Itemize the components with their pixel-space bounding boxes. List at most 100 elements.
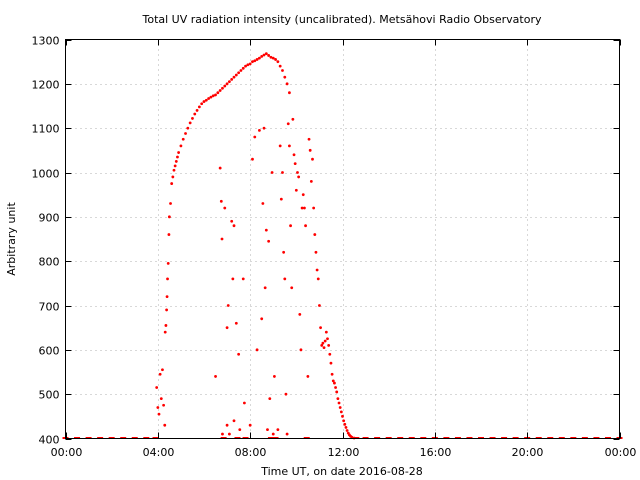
data-point bbox=[255, 348, 259, 352]
y-tick-label: 600 bbox=[39, 345, 60, 358]
data-point bbox=[318, 304, 321, 307]
data-point bbox=[284, 392, 288, 396]
data-point bbox=[258, 56, 261, 60]
y-tick-label: 700 bbox=[39, 301, 60, 314]
data-point bbox=[319, 326, 322, 330]
data-point bbox=[289, 224, 292, 228]
data-point bbox=[253, 135, 257, 139]
y-axis-label: Arbitrary unit bbox=[5, 202, 18, 276]
data-point bbox=[202, 100, 206, 103]
data-point bbox=[290, 286, 294, 290]
data-point bbox=[209, 95, 213, 99]
y-tick-label: 500 bbox=[39, 389, 60, 402]
plot-frame bbox=[65, 39, 620, 439]
data-point bbox=[279, 197, 283, 201]
data-point bbox=[343, 422, 347, 426]
data-point bbox=[276, 428, 280, 432]
y-tick-labels: 400 500 600 700 800 900 1000 1100 1200 1300 bbox=[32, 35, 60, 447]
data-point bbox=[337, 401, 341, 405]
data-points bbox=[62, 52, 623, 440]
data-point bbox=[329, 361, 333, 365]
data-point bbox=[158, 372, 162, 376]
data-point bbox=[227, 432, 231, 436]
data-point bbox=[234, 321, 238, 325]
x-tick-label: 04:00 bbox=[143, 446, 175, 459]
data-point bbox=[232, 419, 236, 423]
data-point bbox=[271, 56, 275, 60]
y-tick-label: 1300 bbox=[32, 35, 60, 48]
data-point bbox=[308, 148, 312, 152]
data-point bbox=[341, 414, 344, 418]
data-point bbox=[270, 171, 274, 174]
data-point bbox=[299, 348, 303, 352]
x-tick-labels: 00:00 04:00 08:00 12:00 16:00 20:00 00:00 bbox=[51, 446, 637, 459]
grid-layer bbox=[65, 39, 620, 439]
x-tick-label: 00:00 bbox=[605, 446, 637, 459]
data-point bbox=[264, 228, 268, 232]
data-point bbox=[242, 401, 246, 405]
data-point bbox=[286, 122, 290, 126]
data-point bbox=[231, 277, 235, 281]
data-point bbox=[172, 168, 176, 172]
data-point bbox=[169, 202, 172, 205]
data-point bbox=[174, 160, 178, 163]
data-point bbox=[268, 397, 272, 400]
data-point bbox=[278, 64, 282, 68]
data-point bbox=[330, 372, 334, 376]
axis-ticks bbox=[65, 39, 621, 440]
data-point bbox=[327, 344, 331, 347]
data-point bbox=[316, 277, 320, 281]
data-point bbox=[166, 277, 169, 281]
data-point bbox=[218, 166, 222, 170]
data-point bbox=[262, 126, 266, 130]
data-point bbox=[261, 202, 265, 205]
x-axis-label: Time UT, on date 2016-08-28 bbox=[260, 465, 423, 478]
data-point bbox=[238, 428, 242, 432]
data-point bbox=[324, 330, 328, 334]
data-point bbox=[339, 410, 343, 414]
data-point bbox=[207, 97, 211, 100]
data-point bbox=[304, 224, 307, 228]
data-point bbox=[221, 432, 224, 436]
data-point bbox=[267, 239, 271, 243]
data-point bbox=[306, 375, 310, 378]
data-point bbox=[298, 312, 302, 316]
data-point bbox=[156, 406, 160, 409]
data-point bbox=[281, 69, 284, 72]
data-point bbox=[186, 126, 190, 130]
data-point bbox=[331, 379, 335, 383]
data-point bbox=[336, 397, 340, 400]
data-point bbox=[232, 75, 236, 79]
data-point bbox=[285, 82, 289, 86]
data-point bbox=[184, 132, 187, 135]
data-point bbox=[262, 53, 266, 57]
y-tick-label: 900 bbox=[39, 212, 60, 225]
data-point bbox=[225, 82, 229, 86]
data-point bbox=[170, 182, 174, 185]
data-point bbox=[223, 206, 227, 210]
data-point bbox=[165, 295, 169, 299]
data-point bbox=[342, 419, 346, 423]
y-tick-label: 1200 bbox=[32, 79, 60, 92]
data-point bbox=[344, 426, 348, 429]
x-tick-label: 08:00 bbox=[235, 446, 267, 459]
data-point bbox=[285, 432, 289, 436]
data-point bbox=[334, 386, 337, 389]
data-point bbox=[269, 55, 273, 59]
data-point bbox=[326, 337, 329, 341]
x-tick-label: 20:00 bbox=[512, 446, 544, 459]
data-point bbox=[296, 171, 299, 174]
data-point bbox=[164, 324, 168, 327]
data-point bbox=[221, 86, 224, 90]
data-point bbox=[333, 381, 336, 385]
data-point bbox=[197, 105, 201, 109]
data-point bbox=[276, 60, 280, 64]
data-point bbox=[260, 317, 264, 321]
y-tick-label: 1100 bbox=[32, 123, 60, 136]
data-point bbox=[167, 215, 171, 219]
data-point bbox=[167, 233, 171, 236]
data-point bbox=[322, 346, 326, 350]
data-point bbox=[248, 423, 252, 427]
data-point bbox=[225, 326, 229, 330]
data-point bbox=[193, 112, 197, 116]
